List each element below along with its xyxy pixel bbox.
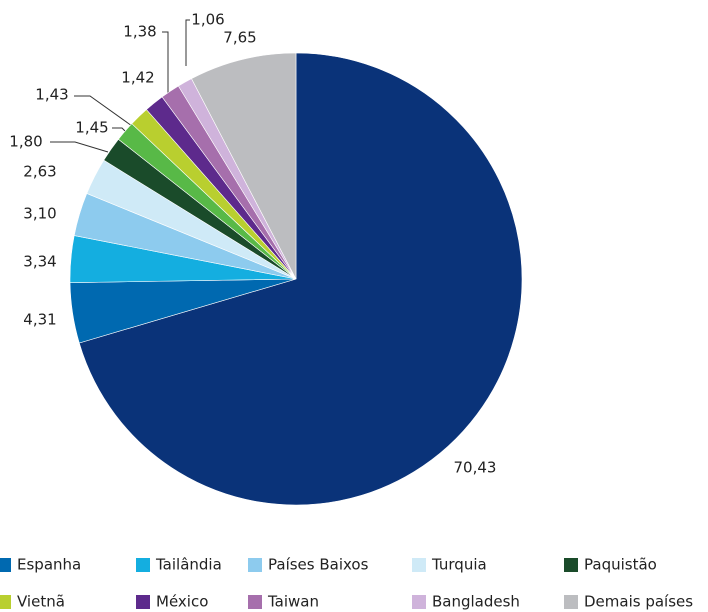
- legend-label: Espanha: [17, 556, 81, 574]
- legend-label: México: [156, 593, 208, 611]
- leader-line: [50, 141, 109, 153]
- pie-slice: [78, 52, 523, 506]
- pie-slice: [191, 52, 297, 280]
- data-label: 2,63: [23, 163, 56, 181]
- legend-label: Países Baixos: [268, 556, 369, 574]
- legend-swatch: [0, 558, 11, 572]
- legend-label: Bangladesh: [432, 593, 520, 611]
- data-label: 1,38: [123, 23, 156, 41]
- legend-swatch: [412, 595, 426, 609]
- legend-label: Vietnã: [17, 593, 65, 611]
- leader-lines: [50, 19, 190, 153]
- data-label: 1,43: [35, 86, 68, 104]
- legend-swatch: [564, 558, 578, 572]
- legend-swatch: [564, 595, 578, 609]
- legend-swatch: [412, 558, 426, 572]
- leader-line: [185, 19, 190, 66]
- leader-line: [162, 31, 169, 96]
- data-label: 3,10: [23, 205, 56, 223]
- legend-swatch: [136, 595, 150, 609]
- data-label: 70,43: [454, 459, 497, 477]
- legend-swatch: [0, 595, 11, 609]
- legend-label: Taiwan: [267, 593, 319, 611]
- data-label: 7,65: [223, 29, 256, 47]
- data-label: 4,31: [23, 311, 56, 329]
- data-label: 3,34: [23, 253, 56, 271]
- legend-label: Demais países: [584, 593, 693, 611]
- data-label: 1,45: [75, 119, 108, 137]
- legend-swatch: [248, 558, 262, 572]
- legend-label: Turquia: [431, 556, 487, 574]
- legend-label: Paquistão: [584, 556, 657, 574]
- legend-label: Tailândia: [155, 556, 222, 574]
- legend-swatch: [248, 595, 262, 609]
- data-label: 1,06: [191, 11, 224, 29]
- data-label: 1,80: [9, 133, 42, 151]
- data-label: 1,42: [121, 69, 154, 87]
- legend-swatch: [136, 558, 150, 572]
- leader-line: [74, 95, 133, 127]
